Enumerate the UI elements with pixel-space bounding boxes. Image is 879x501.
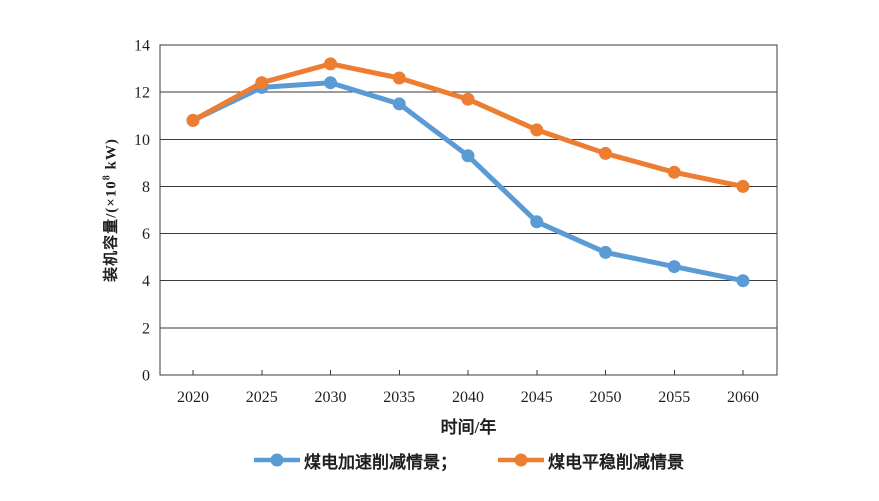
data-point-0-2060 bbox=[736, 274, 750, 288]
x-tick-label: 2050 bbox=[590, 389, 622, 406]
series-line-0 bbox=[190, 80, 746, 284]
data-point-0-2055 bbox=[667, 260, 681, 274]
data-point-1-2020 bbox=[186, 113, 200, 127]
legend-label-accelerated-reduction: 煤电加速削减情景； bbox=[304, 452, 457, 472]
legend-label-steady-reduction: 煤电平稳削减情景 bbox=[548, 452, 684, 472]
x-tick-label: 2045 bbox=[521, 389, 553, 406]
y-axis-title-prefix: 装机容量/(×10 bbox=[103, 180, 120, 282]
y-tick-label: 4 bbox=[142, 273, 150, 290]
x-axis-title: 时间/年 bbox=[440, 418, 497, 437]
data-point-0-2050 bbox=[599, 245, 612, 259]
data-point-1-2055 bbox=[667, 165, 681, 179]
y-tick-label: 6 bbox=[142, 226, 150, 243]
y-tick-label: 10 bbox=[134, 132, 150, 149]
y-tick-label: 0 bbox=[142, 368, 150, 385]
x-tick-label: 2035 bbox=[383, 389, 415, 406]
data-point-1-2025 bbox=[255, 76, 269, 90]
x-tick-label: 2055 bbox=[658, 389, 690, 406]
data-point-1-2045 bbox=[530, 123, 544, 137]
x-tick-label: 2040 bbox=[452, 389, 484, 406]
legend-line-marker-icon bbox=[498, 453, 544, 467]
y-axis-title-suffix: kW) bbox=[103, 138, 120, 175]
y-axis-title: 装机容量/(×108 kW) bbox=[100, 138, 121, 282]
data-point-0-2045 bbox=[530, 215, 544, 229]
x-tick-label: 2020 bbox=[177, 389, 209, 406]
y-tick-label: 8 bbox=[142, 179, 150, 196]
x-tick-label: 2030 bbox=[315, 389, 347, 406]
data-point-0-2040 bbox=[461, 149, 475, 163]
x-tick-label: 2060 bbox=[727, 389, 759, 406]
data-point-1-2030 bbox=[324, 57, 337, 71]
data-point-1-2040 bbox=[461, 92, 475, 106]
data-point-0-2030 bbox=[324, 76, 337, 90]
data-point-1-2060 bbox=[736, 179, 750, 193]
chart-legend: 煤电加速削减情景； 煤电平稳削减情景 bbox=[160, 444, 777, 476]
legend-item-steady-reduction: 煤电平稳削减情景 bbox=[497, 448, 684, 473]
y-tick-label: 2 bbox=[142, 320, 150, 337]
legend-line-marker-icon bbox=[254, 453, 300, 467]
plot-area: 2020 2025 2030 2035 2040 2045 2050 2055 2060 0 2 4 6… bbox=[134, 38, 778, 406]
y-tick-label: 14 bbox=[134, 38, 150, 55]
x-tick-label: 2025 bbox=[246, 389, 278, 406]
legend-item-accelerated-reduction: 煤电加速削减情景； bbox=[253, 448, 457, 473]
y-axis-title-superscript: 8 bbox=[101, 174, 113, 181]
series-line-1 bbox=[190, 61, 746, 189]
data-point-1-2035 bbox=[392, 71, 406, 85]
data-point-0-2035 bbox=[392, 97, 406, 111]
data-point-1-2050 bbox=[599, 146, 612, 160]
y-tick-label: 12 bbox=[134, 85, 150, 102]
